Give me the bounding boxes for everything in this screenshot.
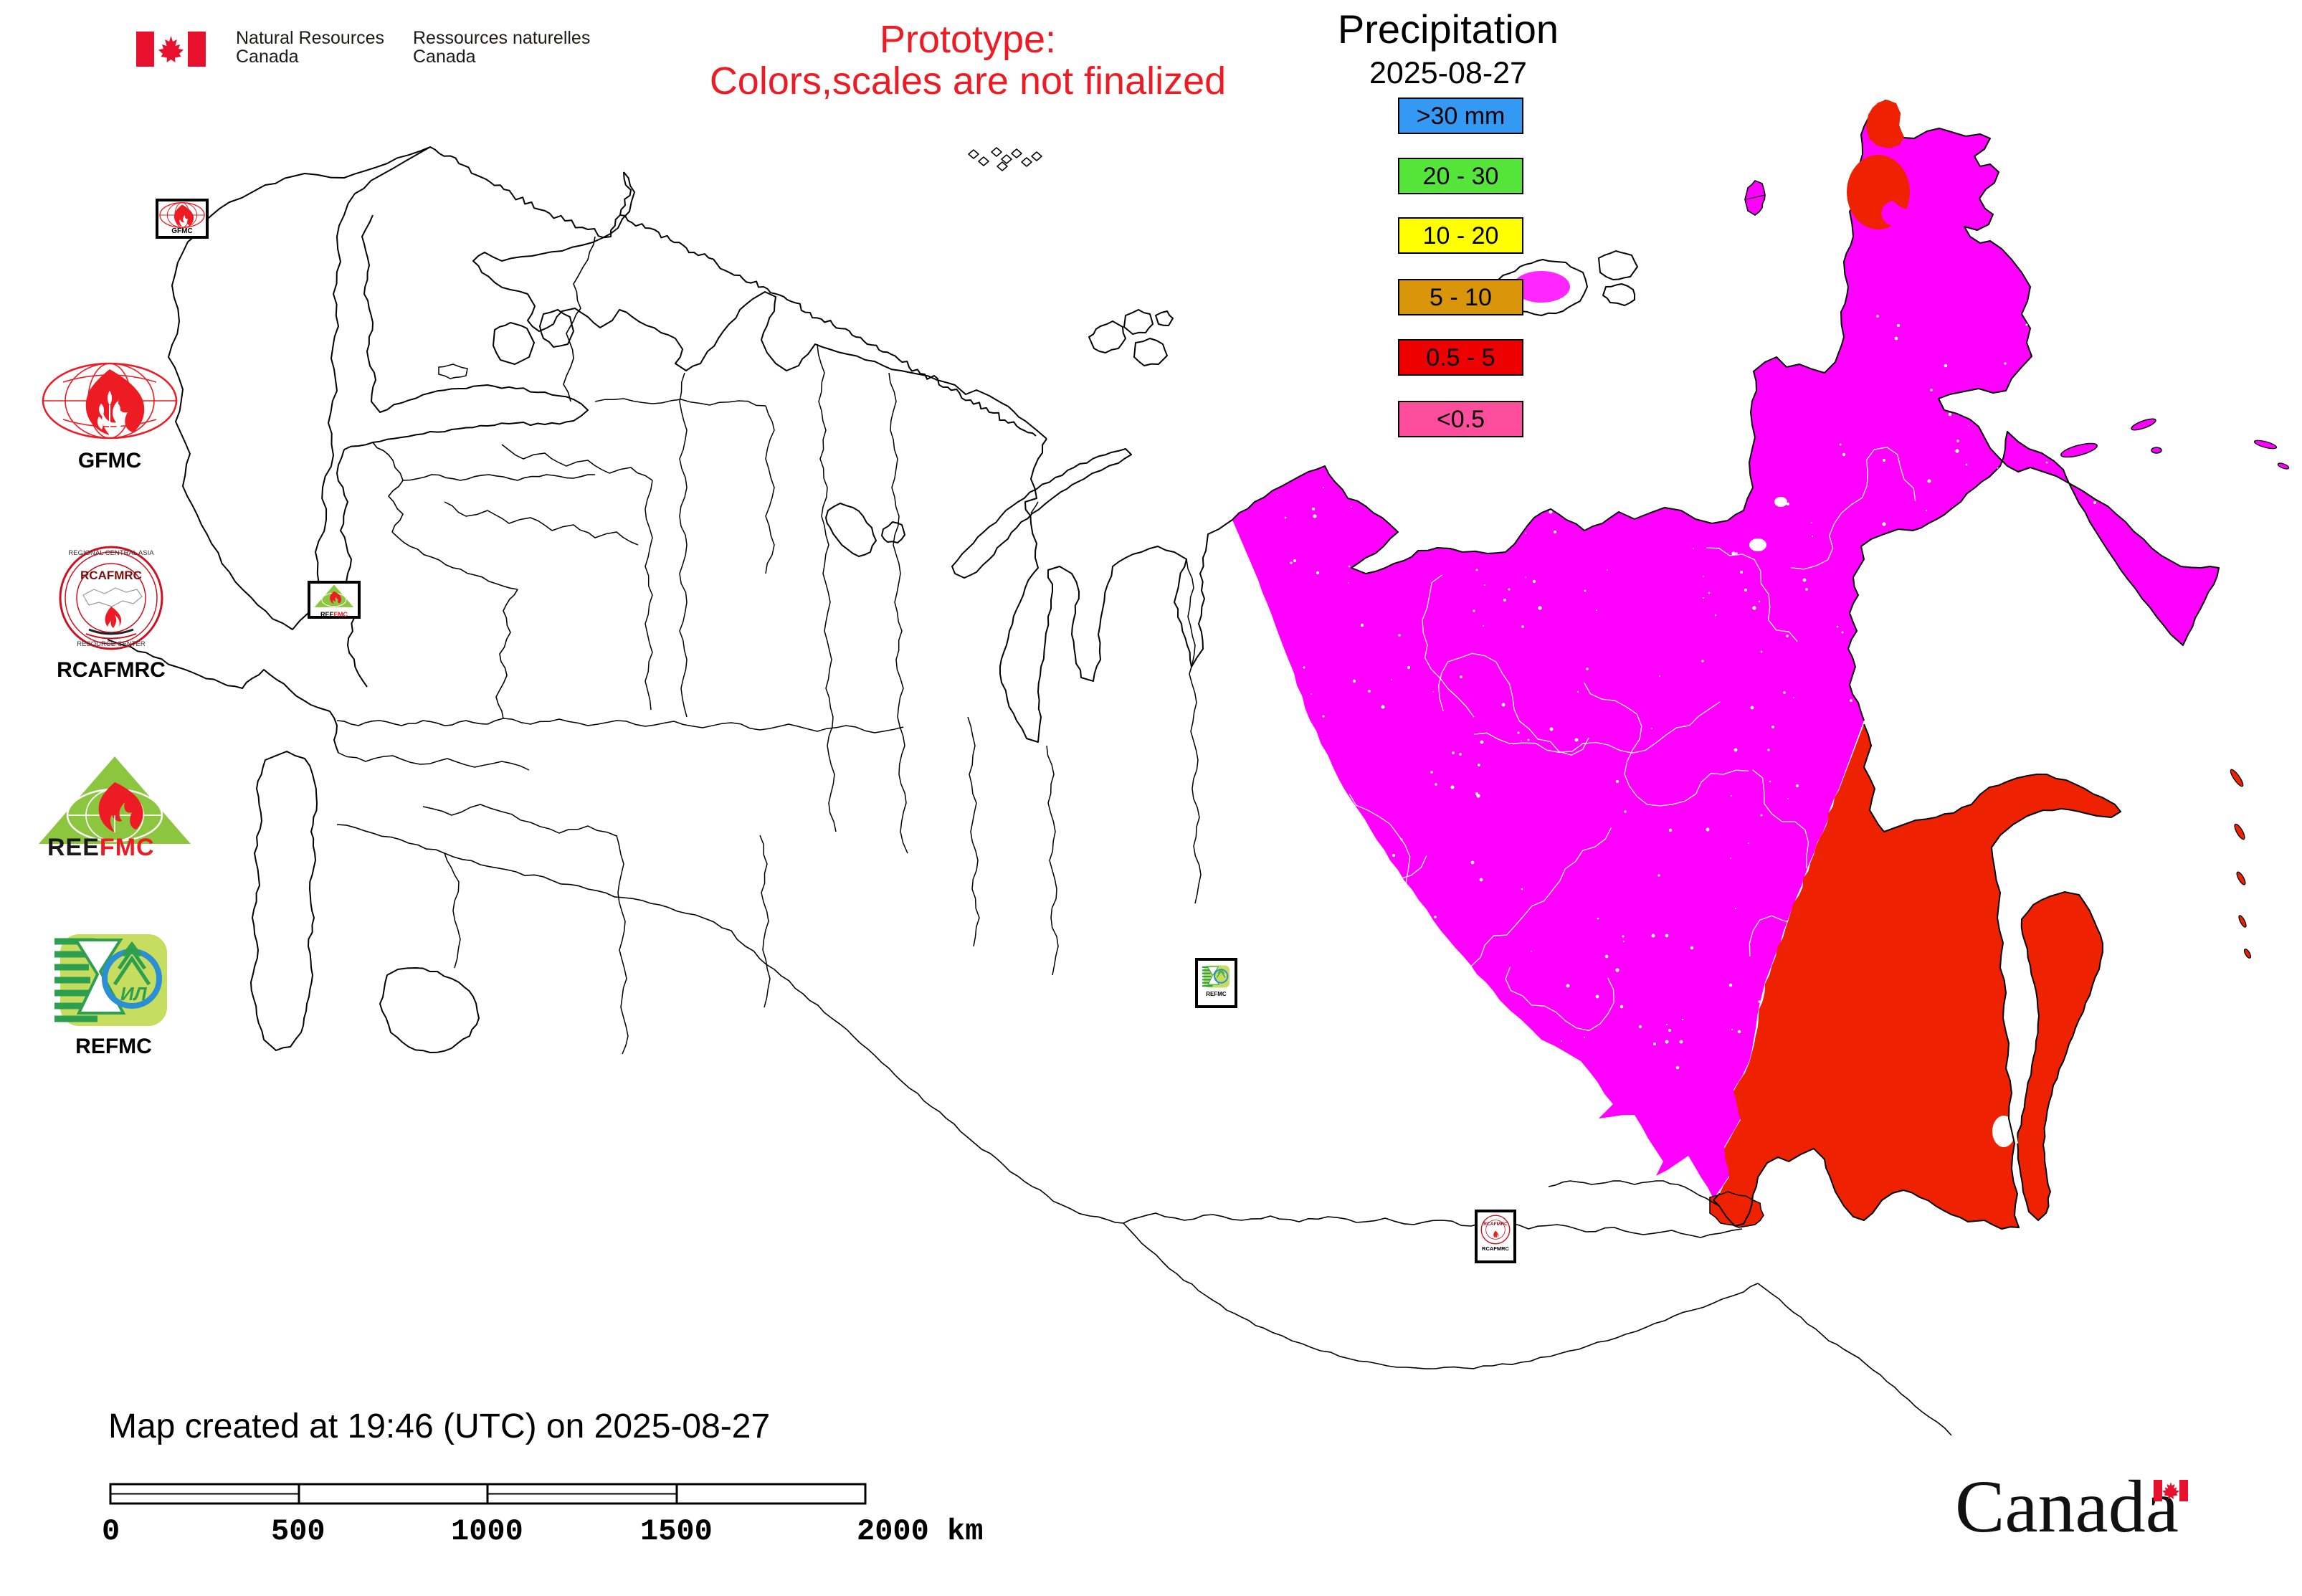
svg-text:ИЛ: ИЛ [120, 983, 148, 1004]
svg-text:RESOURCE CENTER: RESOURCE CENTER [77, 640, 146, 648]
svg-text:REEFMC: REEFMC [47, 834, 155, 861]
svg-text:RCAFMRC: RCAFMRC [80, 569, 142, 582]
svg-text:RCAFMRC: RCAFMRC [1483, 1222, 1508, 1227]
svg-text:REGIONAL CENTRAL ASIA: REGIONAL CENTRAL ASIA [68, 549, 154, 557]
